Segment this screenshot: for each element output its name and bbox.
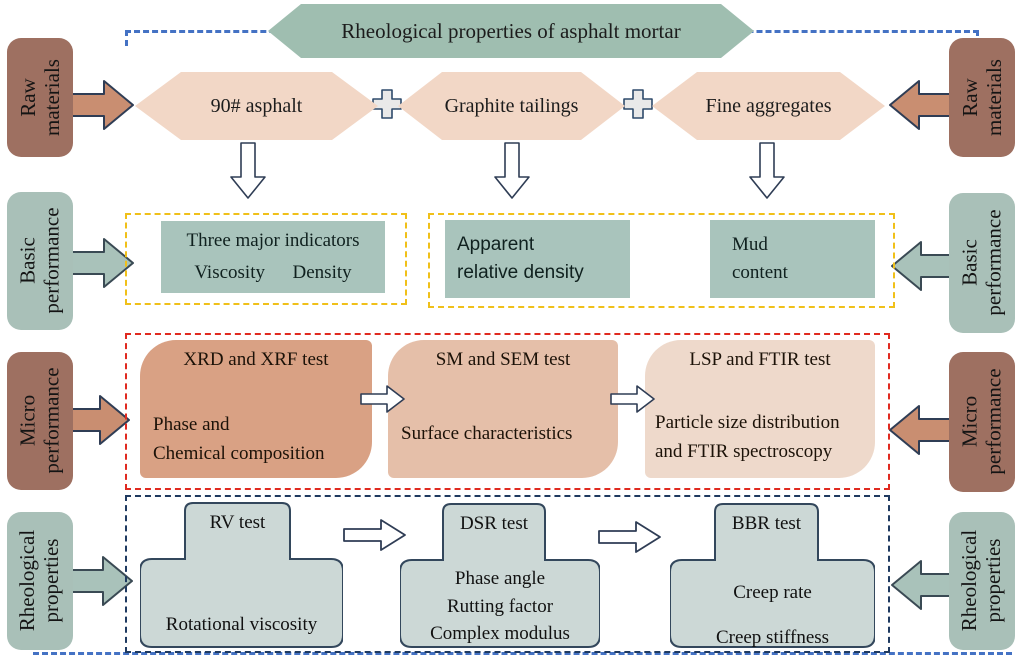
- hexagon-fine-aggregates: Fine aggregates: [652, 72, 885, 140]
- lsp-ftir-title: LSP and FTIR test: [689, 349, 831, 370]
- rheo-flow-arrow-icon: [598, 521, 661, 553]
- right-label-rheological-properties: Rheological properties: [949, 512, 1015, 650]
- right-label-raw-materials: Raw materials: [949, 38, 1015, 157]
- apparent-relative-density-box: Apparent relative density: [445, 220, 630, 298]
- left-label-raw-materials-text: Raw materials: [15, 59, 63, 136]
- hexagon-shape: [652, 72, 885, 140]
- tabbed-block-shape: [669, 503, 876, 648]
- page-title: Rheological properties of asphalt mortar: [341, 18, 681, 43]
- down-arrow-icon: [494, 142, 530, 199]
- micro-performance-right-arrow-icon: [889, 405, 952, 455]
- rv-test-tab-label: RV test: [209, 512, 266, 533]
- hexagon-shape: [135, 72, 378, 140]
- plus-connector-icon: [372, 89, 402, 119]
- micro-flow-arrow-icon: [360, 385, 405, 413]
- xrd-xrf-title: XRD and XRF test: [183, 349, 329, 370]
- viscosity-density-label: Viscosity Density: [194, 261, 352, 283]
- raw-materials-right-arrow-icon: [889, 80, 952, 130]
- basic-performance-right-arrow-icon: [891, 241, 954, 291]
- left-label-basic-performance-text: Basic performance: [15, 207, 64, 315]
- left-label-micro-performance: Micro performance: [7, 352, 73, 490]
- basic-performance-box-left: [125, 213, 407, 305]
- right-label-rheological-properties-text: Rheological properties: [957, 530, 1006, 632]
- dsr-test-tab-label: DSR test: [459, 513, 529, 534]
- down-arrow-icon: [230, 142, 266, 199]
- rv-test-block: RV test Rotational viscosity: [139, 502, 344, 648]
- micro-flow-arrow-icon: [610, 385, 655, 413]
- left-label-basic-performance: Basic performance: [7, 192, 73, 330]
- bbr-test-tab-label: BBR test: [731, 513, 802, 534]
- xrd-xrf-block: XRD and XRF test Phase and Chemical comp…: [140, 340, 372, 478]
- right-label-basic-performance: Basic performance: [949, 193, 1015, 333]
- xrd-xrf-body: Phase and Chemical composition: [153, 414, 325, 464]
- plus-connector-icon: [623, 89, 653, 119]
- outer-dashed-border-bottom: [33, 652, 1012, 655]
- basic-performance-left-arrow-icon: [71, 238, 134, 288]
- right-label-raw-materials-text: Raw materials: [957, 59, 1005, 136]
- three-major-indicators-title: Three major indicators: [186, 230, 360, 252]
- down-arrow-icon: [749, 142, 785, 199]
- mud-content-box: Mud content: [710, 220, 875, 298]
- right-label-micro-performance-text: Micro performance: [957, 368, 1006, 476]
- raw-materials-left-arrow-icon: [71, 80, 134, 130]
- hexagon-fine-aggregates-label: Fine aggregates: [705, 94, 832, 117]
- left-label-rheological-properties: Rheological properties: [7, 512, 73, 650]
- rheological-left-arrow-icon: [70, 556, 133, 606]
- dsr-test-body: Phase angle Rutting factor Complex modul…: [430, 568, 570, 645]
- hexagon-shape: [398, 72, 625, 140]
- tabbed-block-shape: [399, 503, 601, 648]
- left-label-micro-performance-text: Micro performance: [15, 367, 64, 475]
- sm-sem-title: SM and SEM test: [435, 349, 571, 370]
- basic-performance-box-right: [428, 213, 895, 308]
- hexagon-90-asphalt: 90# asphalt: [135, 72, 378, 140]
- lsp-ftir-block: LSP and FTIR test Particle size distribu…: [645, 340, 875, 478]
- left-label-raw-materials: Raw materials: [7, 38, 73, 157]
- bbr-test-body: Creep rate Creep stiffness: [715, 582, 830, 648]
- lsp-ftir-body: Particle size distribution and FTIR spec…: [655, 412, 840, 462]
- apparent-relative-density-label: Apparent relative density: [457, 234, 584, 283]
- sm-sem-block: SM and SEM test Surface characteristics: [388, 340, 618, 478]
- hexagon-graphite-tailings: Graphite tailings: [398, 72, 625, 140]
- rheo-flow-arrow-icon: [343, 519, 406, 551]
- hexagon-graphite-tailings-label: Graphite tailings: [444, 94, 579, 117]
- left-label-rheological-properties-text: Rheological properties: [15, 530, 64, 632]
- title-hexagon-shape: [268, 4, 754, 58]
- mud-content-label: Mud content: [732, 233, 788, 284]
- hexagon-90-asphalt-label: 90# asphalt: [210, 94, 303, 117]
- sm-sem-body: Surface characteristics: [401, 423, 573, 444]
- rv-test-body: Rotational viscosity: [165, 614, 318, 635]
- micro-performance-left-arrow-icon: [67, 395, 130, 445]
- rheological-properties-box: [125, 495, 890, 653]
- main-title-hexagon: Rheological properties of asphalt mortar: [268, 4, 754, 58]
- right-label-basic-performance-text: Basic performance: [957, 209, 1006, 317]
- rheological-right-arrow-icon: [891, 560, 954, 610]
- dsr-test-block: DSR test Phase angle Rutting factor Comp…: [399, 503, 601, 648]
- bbr-test-block: BBR test Creep rate Creep stiffness: [669, 503, 876, 648]
- tabbed-block-shape: [139, 502, 344, 648]
- right-label-micro-performance: Micro performance: [949, 352, 1015, 492]
- three-major-indicators-box: Three major indicators Viscosity Density: [161, 221, 385, 293]
- micro-performance-box: [125, 333, 890, 490]
